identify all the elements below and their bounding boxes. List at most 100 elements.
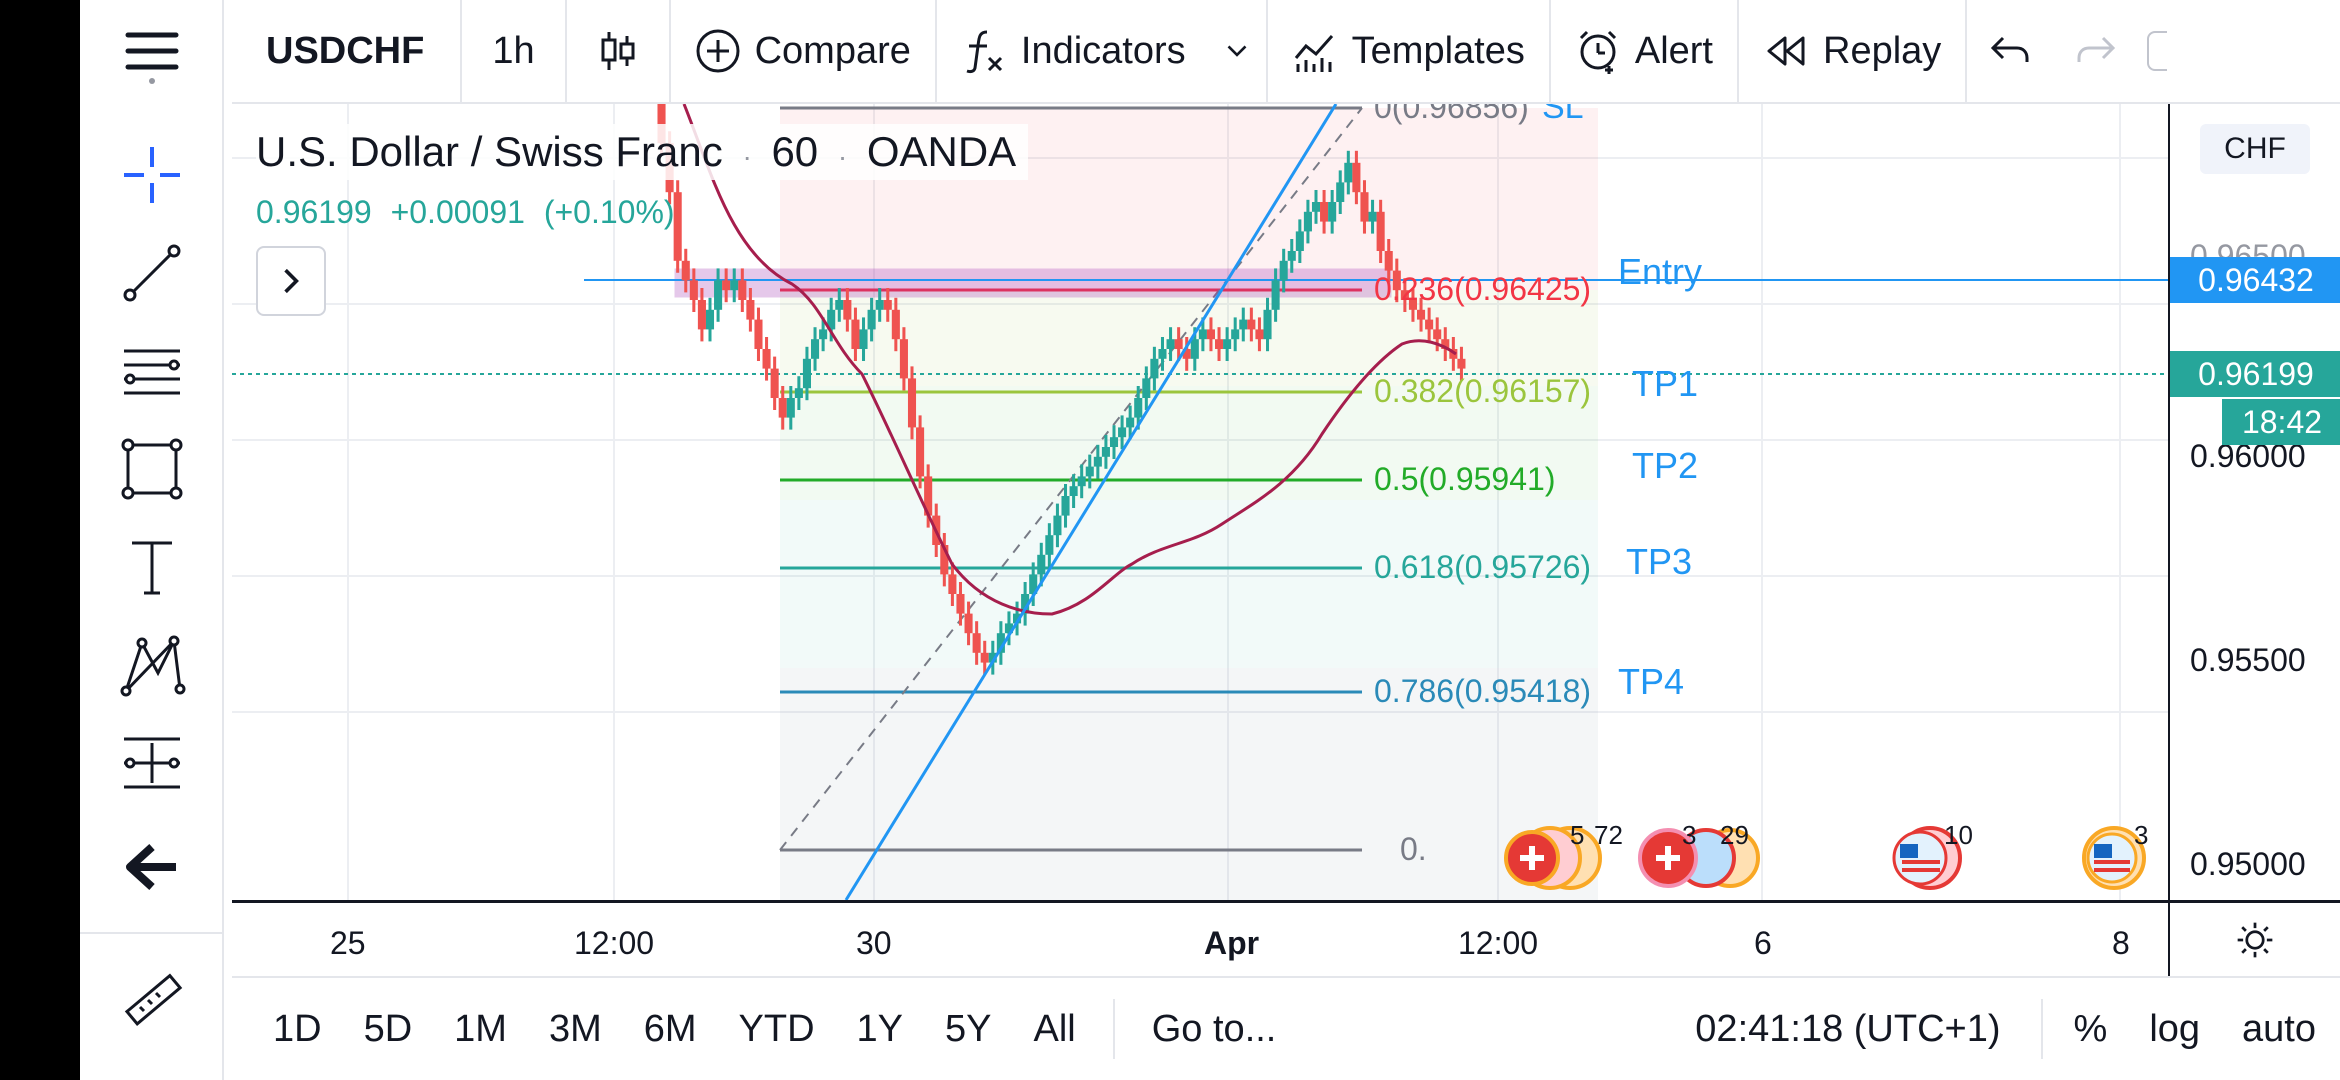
candle-body [1368, 211, 1377, 222]
back-button[interactable] [80, 822, 224, 912]
event-marker-us-2[interactable]: 3 [2082, 820, 2148, 890]
symbol-search-button[interactable]: USDCHF [232, 0, 463, 103]
price-change: +0.00091 [390, 194, 525, 230]
measure-tool[interactable] [80, 718, 224, 808]
range-1y[interactable]: 1Y [856, 1007, 904, 1050]
event-count-extra: 72 [1594, 820, 1623, 850]
expand-legend-button[interactable] [256, 246, 326, 316]
candle-body [714, 280, 723, 310]
candle-body [786, 398, 795, 418]
chart-pane[interactable]: 0(0.96856) 0.236(0.96425) 0.382(0.96157)… [232, 104, 2168, 900]
fib-level-label: 0.618(0.95726) [1374, 549, 1591, 585]
moving-average-line [682, 104, 1457, 616]
rectangle-tool[interactable] [80, 424, 224, 514]
range-5d[interactable]: 5D [363, 1007, 413, 1050]
candle-body [843, 300, 852, 320]
last-price: 0.96199 [256, 194, 372, 230]
economic-events: 5 72 3 29 10 [1504, 820, 2148, 890]
event-count: 3 [1682, 820, 1696, 850]
event-count: 10 [1944, 820, 1973, 850]
event-marker-us[interactable]: 10 [1892, 820, 1973, 890]
fib-levels-tool[interactable] [80, 326, 224, 416]
entry-price-tag: 0.96432 [2170, 257, 2340, 303]
auto-scale-toggle[interactable]: auto [2242, 1007, 2316, 1050]
currency-label[interactable]: CHF [2200, 124, 2310, 174]
redo-button[interactable] [2053, 0, 2139, 103]
entry-label: Entry [1618, 251, 1702, 292]
undo-button[interactable] [1967, 0, 2053, 103]
compare-button[interactable]: Compare [671, 0, 937, 103]
candle-body [907, 378, 917, 428]
redo-icon [2077, 36, 2116, 62]
price-chart[interactable]: 0(0.96856) 0.236(0.96425) 0.382(0.96157)… [232, 104, 2168, 900]
candle-body [1118, 427, 1127, 438]
percent-scale-toggle[interactable]: % [2073, 1007, 2108, 1050]
candle-body [1457, 358, 1466, 369]
candle-body [1231, 329, 1240, 340]
templates-button[interactable]: Templates [1268, 0, 1551, 103]
event-marker-ch-us[interactable]: 3 29 [1638, 820, 1760, 888]
candle-body [916, 427, 925, 477]
candle-body [1166, 339, 1175, 349]
chart-type-button[interactable] [567, 0, 671, 103]
chart-settings-button[interactable] [2168, 900, 2340, 976]
time-tick: 8 [2112, 925, 2130, 961]
crosshair-tool[interactable] [80, 130, 224, 220]
candle-body [1077, 476, 1086, 487]
fib-level-label: 0. [1400, 831, 1427, 867]
bottom-toolbar: 1D 5D 1M 3M 6M YTD 1Y 5Y All Go to... 02… [232, 976, 2340, 1080]
event-marker-ch[interactable]: 5 72 [1504, 820, 1623, 890]
candle-body [1320, 202, 1329, 222]
candle-body [1174, 339, 1183, 349]
candle-body [875, 300, 884, 310]
time-tick: Apr [1204, 925, 1260, 961]
entry-zone[interactable] [674, 268, 1392, 298]
candle-body [827, 309, 836, 330]
range-ytd[interactable]: YTD [738, 1007, 815, 1050]
clock[interactable]: 02:41:18 (UTC+1) [1695, 1007, 2001, 1050]
candle-body [883, 300, 892, 310]
tp4-label: TP4 [1618, 661, 1684, 702]
candle-body [1408, 300, 1417, 310]
range-5y[interactable]: 5Y [945, 1007, 992, 1050]
candle-body [891, 309, 900, 340]
range-6m[interactable]: 6M [643, 1007, 697, 1050]
candle-body [1344, 162, 1353, 183]
candle-body [1352, 162, 1361, 193]
candle-body [681, 260, 690, 281]
pattern-tool[interactable] [80, 620, 224, 710]
candle-body [1142, 378, 1151, 398]
range-1m[interactable]: 1M [454, 1007, 507, 1050]
symbol-legend[interactable]: U.S. Dollar / Swiss Franc · 60 · OANDA [256, 124, 1029, 180]
text-tool[interactable] [80, 522, 224, 612]
candle-body [1037, 554, 1046, 575]
price-scale[interactable]: CHF 0.96500 0.96000 0.95500 0.95000 0.96… [2168, 104, 2340, 900]
range-all[interactable]: All [1033, 1007, 1076, 1050]
candle-body [1069, 486, 1078, 496]
divider [80, 932, 224, 934]
goto-date-button[interactable]: Go to... [1151, 1007, 1277, 1050]
chevron-right-icon [284, 268, 299, 294]
candle-body [1045, 535, 1054, 555]
range-3m[interactable]: 3M [548, 1007, 602, 1050]
indicators-button[interactable]: Indicators [937, 0, 1268, 103]
candle-body [940, 545, 949, 575]
time-scale[interactable]: 25 12:00 30 Apr 12:00 6 8 [232, 900, 2168, 976]
replay-button[interactable]: Replay [1739, 0, 1968, 103]
interval-button[interactable]: 1h [462, 0, 567, 103]
ruler-tool[interactable] [80, 956, 224, 1046]
log-scale-toggle[interactable]: log [2149, 1007, 2201, 1050]
range-1d[interactable]: 1D [273, 1007, 322, 1050]
trend-line-tool[interactable] [80, 228, 224, 318]
alert-button[interactable]: Alert [1551, 0, 1739, 103]
menu-button[interactable] [80, 8, 224, 98]
measure-icon [124, 737, 180, 789]
gear-icon [2237, 922, 2273, 957]
fullscreen-icon[interactable] [2147, 31, 2168, 71]
fib-level-label: 0.786(0.95418) [1374, 673, 1591, 709]
drawing-toolbar [80, 0, 224, 1080]
pattern-icon [120, 635, 186, 697]
trend-line[interactable] [844, 104, 1338, 900]
fib-level-label: 0.236(0.96425) [1374, 271, 1591, 307]
candle-body [1311, 202, 1321, 212]
